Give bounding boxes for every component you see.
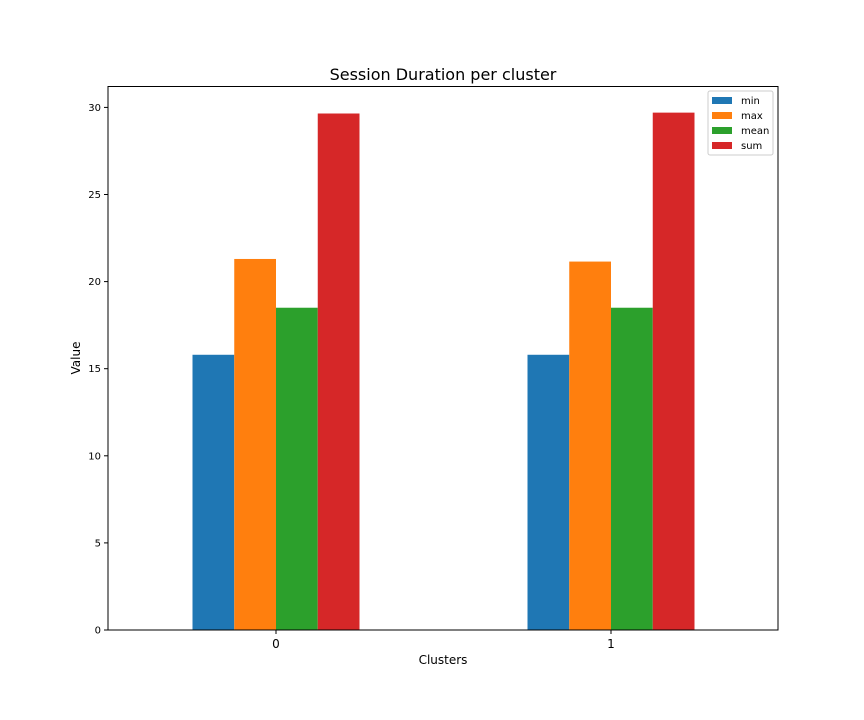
bar-mean-cluster-1 <box>611 307 653 630</box>
chart-title: Session Duration per cluster <box>330 65 557 84</box>
legend-label-sum: sum <box>741 141 762 152</box>
plot-frame <box>107 86 779 631</box>
legend-swatch-min <box>712 97 732 104</box>
y-tick-label: 30 <box>88 103 101 114</box>
legend-box <box>707 90 774 156</box>
x-axis-label: Clusters <box>419 653 468 667</box>
x-tick-label: 1 <box>607 637 615 651</box>
x-tick-label: 0 <box>272 637 280 651</box>
legend-label-max: max <box>741 111 763 122</box>
bar-min-cluster-0 <box>192 354 235 630</box>
y-axis-label: Value <box>69 342 83 375</box>
legend-swatch-sum <box>712 142 732 149</box>
y-tick-label: 0 <box>95 626 101 637</box>
legend: min max mean sum <box>707 90 774 156</box>
legend-label-min: min <box>741 96 760 107</box>
bar-max-cluster-1 <box>569 261 611 630</box>
legend-swatch-max <box>712 112 732 119</box>
y-tick-label: 10 <box>88 451 101 462</box>
bar-group <box>192 112 695 630</box>
bar-max-cluster-0 <box>234 258 276 630</box>
bar-min-cluster-1 <box>527 354 570 630</box>
y-axis-ticks: 0 5 10 15 20 25 30 <box>88 103 108 637</box>
y-tick-label: 15 <box>88 364 101 375</box>
y-tick-label: 20 <box>88 277 101 288</box>
legend-swatch-mean <box>712 127 732 134</box>
bar-mean-cluster-0 <box>276 307 318 630</box>
bar-sum-cluster-1 <box>652 112 695 630</box>
y-tick-label: 5 <box>95 538 101 549</box>
bar-sum-cluster-0 <box>317 113 360 630</box>
y-tick-label: 25 <box>88 190 101 201</box>
legend-label-mean: mean <box>741 126 769 137</box>
